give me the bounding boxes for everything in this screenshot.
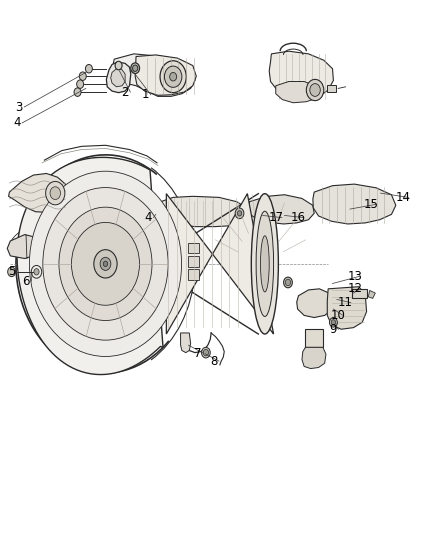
- Circle shape: [43, 188, 168, 340]
- Polygon shape: [148, 203, 158, 217]
- Text: 4: 4: [145, 211, 152, 224]
- Text: 14: 14: [396, 191, 411, 204]
- Circle shape: [235, 208, 244, 219]
- Circle shape: [286, 279, 290, 286]
- Polygon shape: [352, 289, 367, 298]
- Text: 11: 11: [338, 296, 353, 309]
- Circle shape: [59, 207, 152, 320]
- Text: 12: 12: [348, 282, 363, 295]
- Circle shape: [115, 61, 122, 70]
- Polygon shape: [188, 256, 199, 266]
- Circle shape: [164, 66, 182, 87]
- Circle shape: [77, 80, 84, 88]
- Text: 15: 15: [364, 198, 378, 211]
- Polygon shape: [112, 54, 195, 96]
- Circle shape: [71, 222, 139, 305]
- Circle shape: [46, 181, 65, 205]
- Text: 16: 16: [291, 211, 306, 224]
- Polygon shape: [302, 348, 326, 368]
- Polygon shape: [7, 235, 39, 259]
- Circle shape: [306, 79, 324, 101]
- Circle shape: [331, 320, 336, 325]
- Polygon shape: [269, 51, 333, 101]
- Polygon shape: [305, 329, 323, 348]
- Circle shape: [131, 63, 140, 74]
- Ellipse shape: [251, 193, 279, 334]
- Polygon shape: [249, 195, 314, 224]
- Polygon shape: [106, 62, 131, 93]
- Circle shape: [103, 261, 108, 266]
- Polygon shape: [188, 243, 199, 253]
- Polygon shape: [327, 287, 367, 329]
- Polygon shape: [135, 55, 196, 95]
- Polygon shape: [9, 173, 67, 212]
- Circle shape: [133, 65, 138, 71]
- Text: 7: 7: [194, 346, 202, 360]
- Text: 6: 6: [22, 275, 30, 288]
- Circle shape: [94, 249, 117, 278]
- Polygon shape: [188, 269, 199, 280]
- Circle shape: [34, 269, 39, 275]
- Ellipse shape: [261, 236, 269, 292]
- Text: 9: 9: [330, 322, 337, 336]
- Text: 17: 17: [269, 211, 284, 224]
- Polygon shape: [111, 69, 125, 87]
- Circle shape: [160, 61, 186, 93]
- Circle shape: [310, 84, 320, 96]
- Polygon shape: [276, 82, 319, 103]
- Ellipse shape: [256, 211, 274, 317]
- Polygon shape: [327, 85, 336, 92]
- Circle shape: [79, 72, 86, 80]
- Polygon shape: [368, 290, 375, 298]
- Polygon shape: [180, 333, 191, 353]
- Polygon shape: [313, 184, 396, 224]
- Polygon shape: [155, 196, 250, 227]
- Text: 13: 13: [348, 270, 363, 282]
- Polygon shape: [17, 157, 163, 375]
- Text: 8: 8: [210, 354, 217, 368]
- Text: 10: 10: [330, 309, 345, 322]
- Text: 3: 3: [15, 101, 23, 114]
- Text: 4: 4: [13, 117, 21, 130]
- Circle shape: [8, 267, 15, 277]
- Circle shape: [85, 64, 92, 73]
- Circle shape: [203, 350, 208, 356]
- Circle shape: [329, 318, 337, 327]
- Circle shape: [100, 257, 111, 270]
- Polygon shape: [297, 289, 333, 318]
- Circle shape: [284, 277, 292, 288]
- Circle shape: [74, 88, 81, 96]
- Text: 2: 2: [121, 86, 129, 99]
- Circle shape: [133, 205, 141, 214]
- Polygon shape: [166, 193, 274, 334]
- Circle shape: [201, 348, 210, 358]
- Text: 5: 5: [8, 265, 15, 278]
- Circle shape: [237, 211, 242, 216]
- Text: 1: 1: [142, 88, 149, 101]
- Circle shape: [170, 72, 177, 81]
- Circle shape: [29, 171, 182, 357]
- Circle shape: [50, 187, 60, 199]
